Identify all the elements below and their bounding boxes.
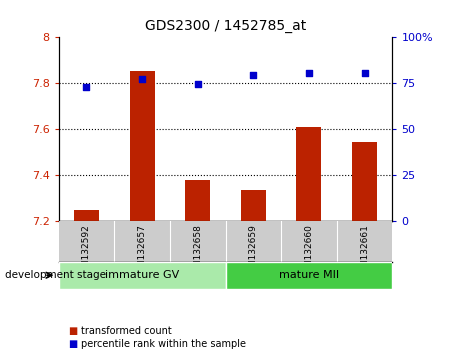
Text: GSM132660: GSM132660 — [304, 224, 313, 279]
Bar — [59, 262, 226, 289]
Text: GSM132657: GSM132657 — [138, 224, 147, 279]
Text: GSM132661: GSM132661 — [360, 224, 369, 279]
Text: GSM132659: GSM132659 — [249, 224, 258, 279]
Point — [83, 84, 90, 90]
Bar — [74, 210, 99, 221]
Bar — [296, 127, 322, 221]
Title: GDS2300 / 1452785_at: GDS2300 / 1452785_at — [145, 19, 306, 33]
Text: ■: ■ — [68, 339, 77, 349]
Bar — [241, 190, 266, 221]
Text: GSM132658: GSM132658 — [193, 224, 202, 279]
Text: percentile rank within the sample: percentile rank within the sample — [81, 339, 246, 349]
Point — [361, 70, 368, 76]
Bar — [129, 70, 155, 221]
Point — [194, 81, 201, 87]
Point — [250, 72, 257, 78]
Point — [305, 70, 313, 76]
Bar — [185, 180, 210, 221]
Bar — [226, 262, 392, 289]
Text: development stage: development stage — [5, 270, 106, 280]
Text: mature MII: mature MII — [279, 270, 339, 280]
Text: ■: ■ — [68, 326, 77, 336]
Text: transformed count: transformed count — [81, 326, 172, 336]
Text: GSM132592: GSM132592 — [82, 224, 91, 279]
Bar — [352, 142, 377, 221]
Text: immature GV: immature GV — [105, 270, 179, 280]
Point — [138, 76, 146, 81]
